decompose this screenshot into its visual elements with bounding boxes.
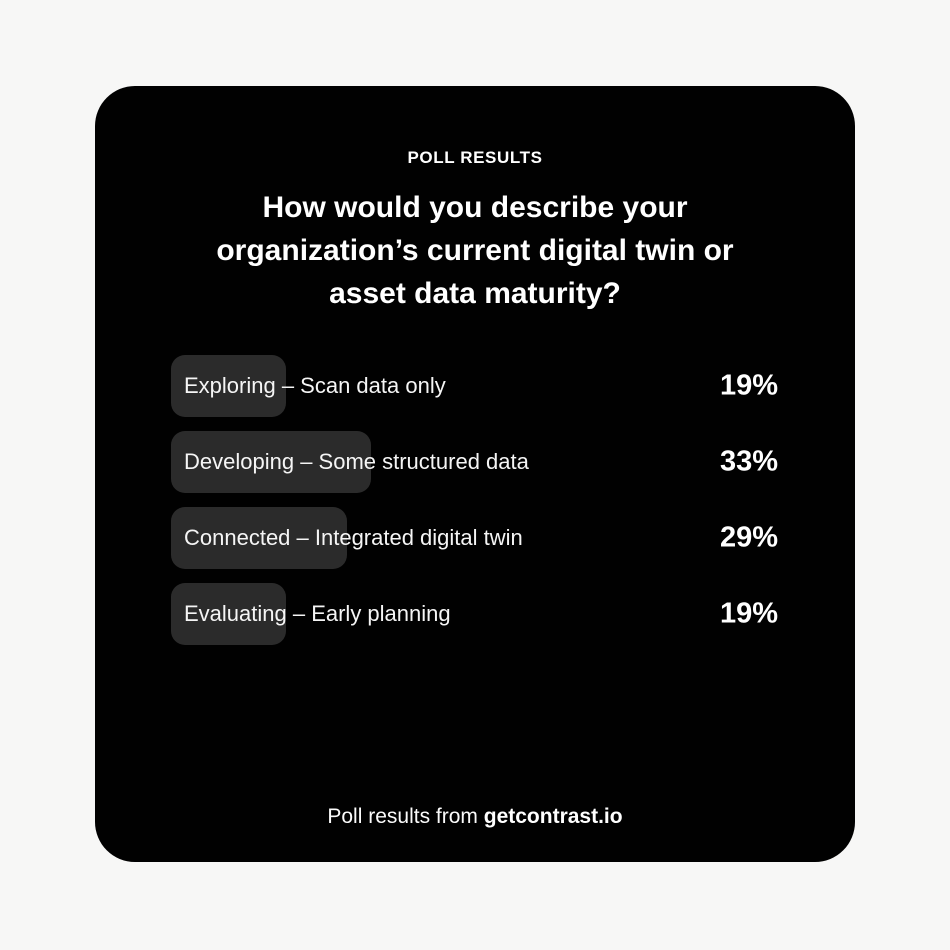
option-label: Exploring – Scan data only bbox=[184, 373, 446, 398]
footer-prefix-text: Poll results from bbox=[327, 805, 484, 828]
poll-option-row: Evaluating – Early planning 19% bbox=[171, 583, 778, 645]
poll-title-line-3: asset data maturity? bbox=[329, 277, 621, 310]
poll-option-row: Connected – Integrated digital twin 29% bbox=[171, 507, 778, 569]
poll-results-kicker: POLL RESULTS bbox=[407, 148, 543, 167]
poll-question-title: How would you describe your organization… bbox=[95, 186, 855, 315]
option-percentage: 33% bbox=[719, 445, 778, 478]
footer-brand-name: getcontrast.io bbox=[483, 805, 623, 828]
option-percentage: 29% bbox=[719, 521, 778, 554]
option-label: Connected – Integrated digital twin bbox=[184, 525, 523, 550]
poll-option-row: Exploring – Scan data only 19% bbox=[171, 355, 778, 417]
option-result-bar bbox=[171, 507, 347, 569]
option-percentage: 19% bbox=[719, 369, 778, 402]
option-result-bar bbox=[171, 583, 286, 645]
poll-title-line-2: organization’s current digital twin or bbox=[216, 234, 734, 267]
poll-title-line-1: How would you describe your bbox=[262, 191, 688, 224]
option-result-bar bbox=[171, 355, 286, 417]
option-result-bar bbox=[171, 431, 371, 493]
option-label: Developing – Some structured data bbox=[184, 449, 529, 474]
poll-option-row: Developing – Some structured data 33% bbox=[171, 431, 778, 493]
option-percentage: 19% bbox=[719, 597, 778, 630]
poll-source-footer: Poll results from getcontrast.io bbox=[95, 805, 855, 829]
poll-card: POLL RESULTS How would you describe your… bbox=[95, 86, 855, 862]
poll-options-list: Exploring – Scan data only 19% Developin… bbox=[171, 355, 778, 659]
option-label: Evaluating – Early planning bbox=[184, 601, 451, 626]
